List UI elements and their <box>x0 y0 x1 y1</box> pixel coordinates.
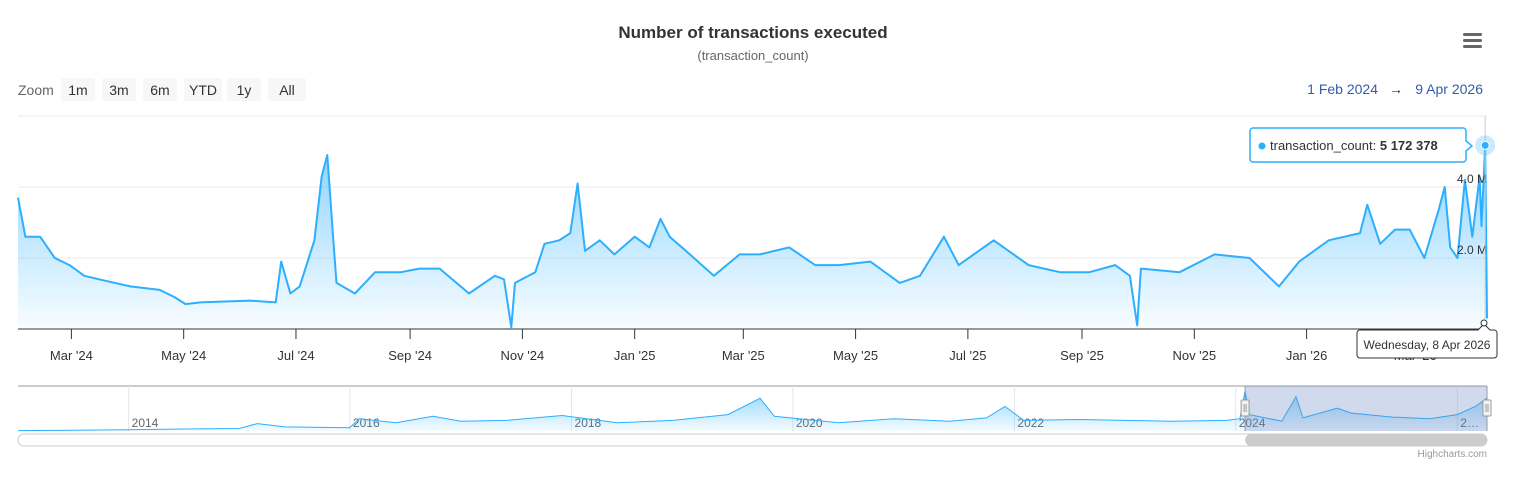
hover-point-marker <box>1480 140 1490 150</box>
date-range-display: 1 Feb 2024 → 9 Apr 2026 <box>1307 81 1483 97</box>
x-tick-label: Sep '24 <box>388 348 432 363</box>
chart-subtitle: (transaction_count) <box>697 48 808 63</box>
chart-title: Number of transactions executed <box>618 23 887 42</box>
zoom-button-ytd[interactable]: YTD <box>184 78 222 101</box>
zoom-button-label: All <box>279 82 295 98</box>
x-tick-label: Mar '24 <box>50 348 93 363</box>
x-tick-label: Nov '24 <box>501 348 545 363</box>
tooltip: transaction_count: 5 172 378 <box>1249 127 1474 163</box>
range-arrow: → <box>1389 81 1403 97</box>
navigator-selection-mask[interactable] <box>1245 386 1487 431</box>
navigator[interactable]: 2014201620182020202220242… <box>17 385 1492 447</box>
zoom-button-label: 3m <box>109 82 128 98</box>
zoom-button-label: 1y <box>237 82 252 98</box>
zoom-button-label: 1m <box>68 82 87 98</box>
navigator-series-line <box>17 390 1487 432</box>
zoom-button-label: 6m <box>150 82 169 98</box>
range-from-input[interactable]: 1 Feb 2024 <box>1307 81 1378 97</box>
svg-text:transaction_count: 5 172 378: transaction_count: 5 172 378 <box>1270 138 1438 153</box>
tooltip-value: 5 172 378 <box>1380 138 1438 153</box>
x-axis-crosshair-label: Wednesday, 8 Apr 2026 <box>1356 319 1498 359</box>
zoom-button-1y[interactable]: 1y <box>227 78 261 101</box>
zoom-button-1m[interactable]: 1m <box>61 78 95 101</box>
y-axis-labels: 2.0 M 4.0 M <box>1457 172 1487 257</box>
tooltip-series-dot <box>1258 142 1266 150</box>
crosshair-date: Wednesday, 8 Apr 2026 <box>1364 338 1491 352</box>
scrollbar-thumb[interactable] <box>1245 434 1487 446</box>
zoom-buttons: 1m 3m 6m YTD 1y All <box>61 78 306 101</box>
x-tick-label: Jul '24 <box>277 348 314 363</box>
x-tick-label: Sep '25 <box>1060 348 1104 363</box>
zoom-button-6m[interactable]: 6m <box>143 78 177 101</box>
zoom-button-3m[interactable]: 3m <box>102 78 136 101</box>
range-to-input[interactable]: 9 Apr 2026 <box>1415 81 1483 97</box>
zoom-button-label: YTD <box>189 82 217 98</box>
x-tick-label: Mar '25 <box>722 348 765 363</box>
navigator-handle-right[interactable] <box>1482 399 1492 417</box>
x-axis-ticks: Mar '24 May '24 Jul '24 Sep '24 Nov '24 Jan '… <box>50 329 1437 363</box>
zoom-button-all[interactable]: All <box>268 78 306 101</box>
x-tick-label: Jan '25 <box>614 348 656 363</box>
navigator-handle-left[interactable] <box>1240 399 1250 417</box>
x-tick-label: Jul '25 <box>949 348 986 363</box>
zoom-label: Zoom <box>18 82 54 98</box>
series-area <box>18 145 1487 329</box>
x-tick-label: Jan '26 <box>1286 348 1328 363</box>
tooltip-series-name: transaction_count <box>1270 138 1373 153</box>
y-tick-label: 2.0 M <box>1457 243 1487 257</box>
hamburger-menu-icon[interactable] <box>1456 28 1488 54</box>
navigator-tick-label: 2014 <box>132 416 159 430</box>
x-tick-label: Nov '25 <box>1172 348 1216 363</box>
series-transaction-count <box>17 144 1488 329</box>
x-tick-label: May '25 <box>833 348 878 363</box>
navigator-series-area <box>18 390 1487 431</box>
x-tick-label: May '24 <box>161 348 206 363</box>
series-line <box>17 144 1488 329</box>
y-tick-label: 4.0 M <box>1457 172 1487 186</box>
credits-link[interactable]: Highcharts.com <box>1418 449 1487 460</box>
